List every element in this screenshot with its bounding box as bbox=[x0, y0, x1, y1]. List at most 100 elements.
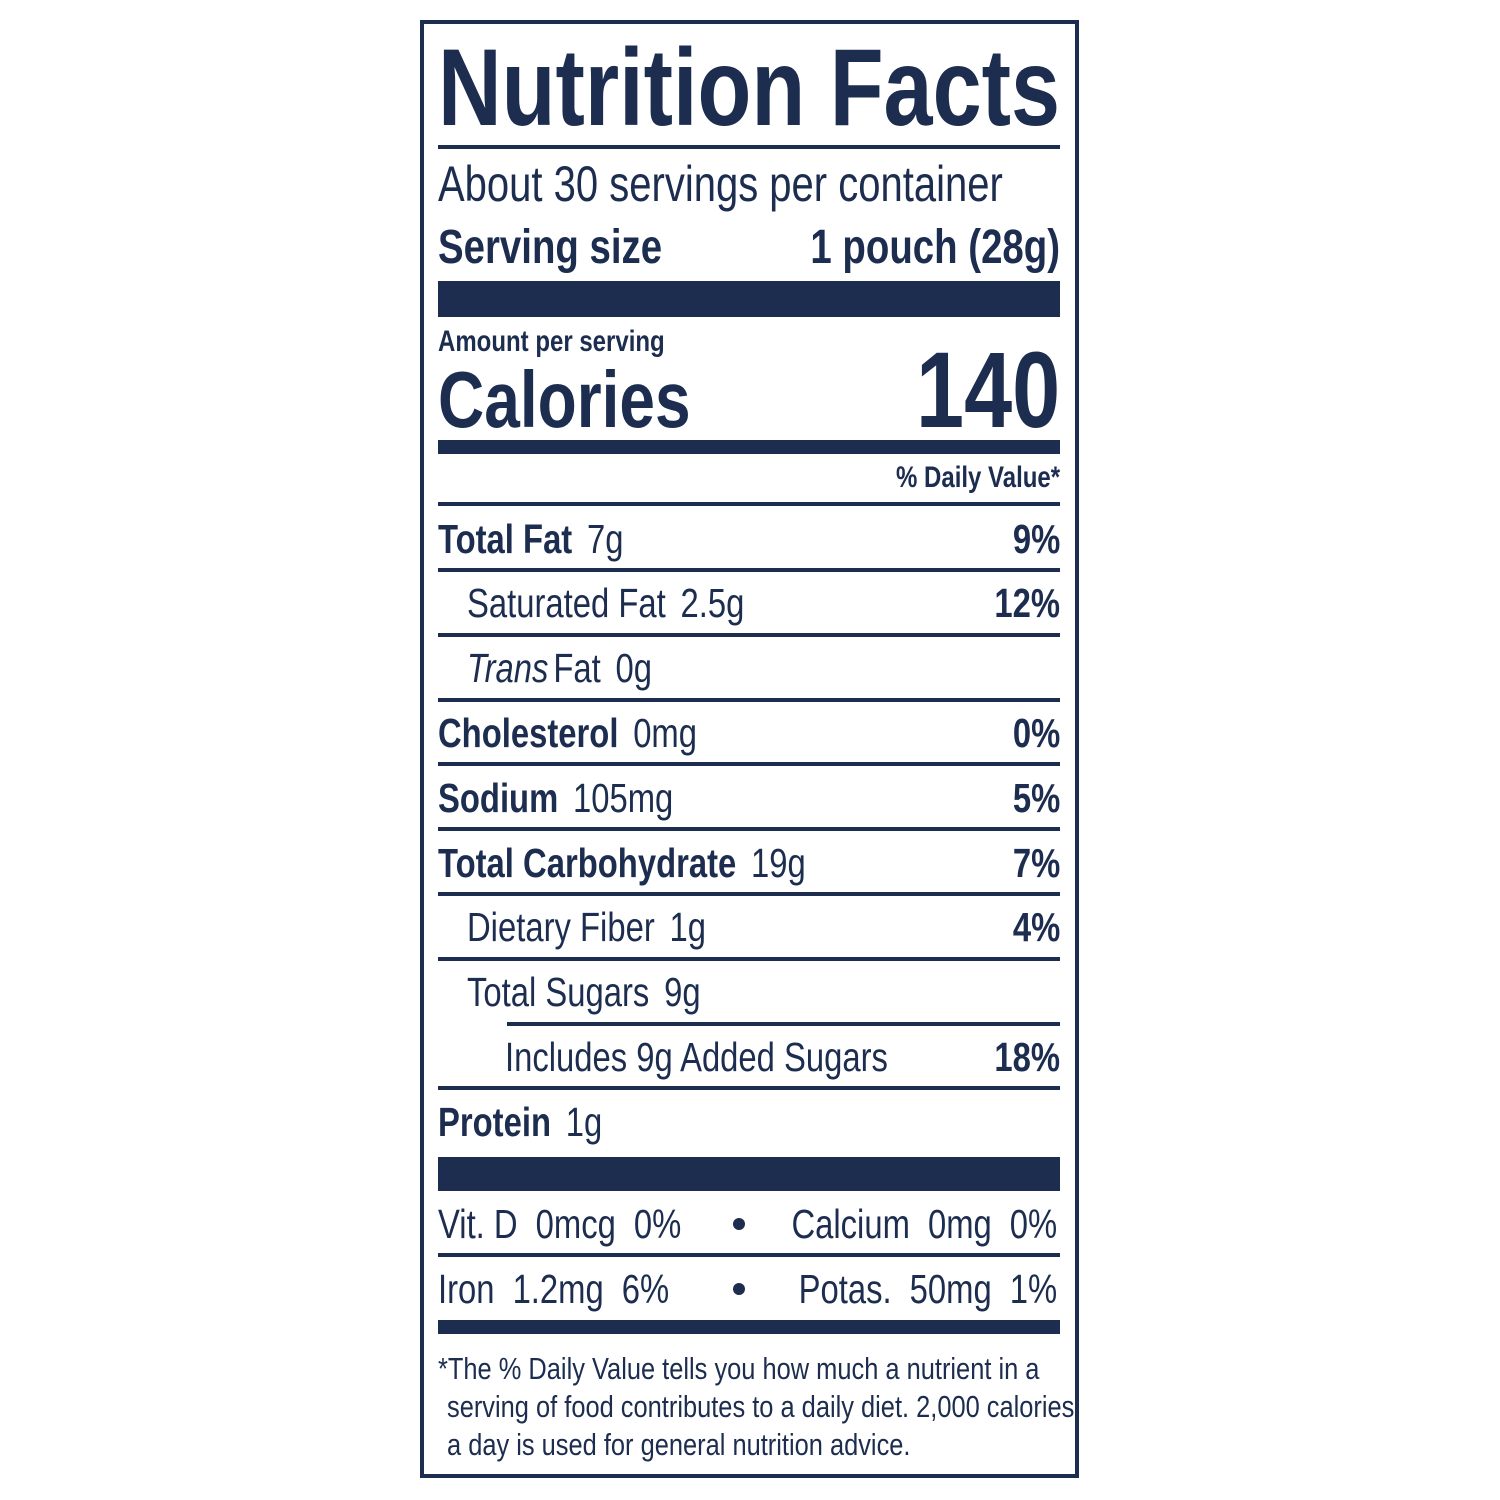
calories-label: Calories bbox=[438, 355, 691, 444]
nutrient-dv: 9% bbox=[1012, 515, 1060, 562]
nutrient-amount: 9g bbox=[664, 969, 701, 1016]
nutrient-dv: 0% bbox=[1012, 709, 1060, 756]
nutrient-amount: 2.5g bbox=[680, 580, 745, 627]
vitamin-name: Potas. bbox=[798, 1265, 892, 1312]
vitamin-name: Iron bbox=[438, 1265, 495, 1312]
vitamin-amount: 1.2mg bbox=[512, 1265, 604, 1312]
rule bbox=[438, 892, 1060, 896]
serving-size-value: 1 pouch (28g) bbox=[810, 224, 1060, 272]
nutrient-name: Saturated Fat bbox=[467, 580, 666, 627]
nutrient-dv: 5% bbox=[1012, 774, 1060, 821]
servings: About 30 servings per container bbox=[438, 159, 1003, 209]
rule bbox=[438, 956, 1060, 961]
nutrient-row: Sodium 105mg bbox=[438, 774, 674, 821]
rule bbox=[438, 1253, 1060, 1257]
rule bbox=[438, 632, 1060, 637]
nutrient-dv: 18% bbox=[994, 1033, 1060, 1080]
rule bbox=[438, 440, 1060, 454]
nutrient-dv: 9% bbox=[1012, 515, 1060, 562]
daily-value-header: % Daily Value* bbox=[895, 461, 1060, 494]
amount-per-serving: Amount per serving bbox=[438, 327, 665, 357]
rule bbox=[438, 1086, 1060, 1091]
rule bbox=[438, 697, 1060, 702]
nutrient-dv: 7% bbox=[1012, 839, 1060, 886]
rule bbox=[438, 281, 1060, 317]
nutrient-row: Total Fat 7g bbox=[438, 515, 624, 562]
calories-value: 140 bbox=[916, 336, 1060, 444]
vitamin-item: Iron 1.2mg 6% bbox=[438, 1265, 670, 1312]
vitamin-amount: 50mg bbox=[909, 1265, 992, 1312]
servings-text: About 30 servings per container bbox=[438, 156, 1003, 212]
serving-size-value: 1 pouch (28g) bbox=[810, 221, 1060, 274]
nutrient-dv: 18% bbox=[994, 1033, 1060, 1080]
nutrient-name: Total Fat bbox=[438, 515, 573, 562]
nutrient-dv: 5% bbox=[1012, 774, 1060, 821]
nutrient-dv: 12% bbox=[994, 580, 1060, 627]
nutrient-dv: 0% bbox=[1012, 709, 1060, 756]
nutrient-row: Total Sugars 9g bbox=[467, 972, 701, 1013]
vitamin-item: Calcium 0mg 0% bbox=[791, 1200, 1057, 1247]
vitamin-dv: 0% bbox=[1009, 1200, 1057, 1247]
vitamin-dv: 6% bbox=[621, 1265, 670, 1312]
nutrient-amount: 7g bbox=[586, 515, 624, 562]
nutrient-dv: 12% bbox=[994, 583, 1060, 624]
nutrient-row: Total Carbohydrate 19g bbox=[438, 839, 806, 886]
footnote-line: *The % Daily Value tells you how much a … bbox=[438, 1353, 1039, 1384]
rule bbox=[438, 145, 1060, 149]
vitamin-item: Potas. 50mg 1% bbox=[798, 1265, 1057, 1312]
rule bbox=[507, 1021, 1060, 1026]
title-text: Nutrition Facts bbox=[438, 27, 1060, 149]
vitamin-item: Vit. D 0mcg 0% bbox=[438, 1200, 682, 1247]
calories-label: Calories bbox=[438, 360, 691, 440]
serving-size-label: Serving size bbox=[438, 224, 662, 272]
nutrient-name: Cholesterol bbox=[438, 709, 619, 756]
vitamin-amount: 0mcg bbox=[535, 1200, 616, 1247]
serving-size-label: Serving size bbox=[438, 221, 663, 274]
nutrient-row: Cholesterol 0mg bbox=[438, 709, 697, 756]
bullet bbox=[733, 1218, 745, 1230]
nutrient-row: Dietary Fiber 1g bbox=[467, 907, 706, 948]
footnote-line: serving of food contributes to a daily d… bbox=[447, 1391, 1074, 1422]
nutrient-amount: 0mg bbox=[633, 709, 697, 756]
nutrient-amount: 105mg bbox=[573, 774, 674, 821]
calories-value: 140 bbox=[915, 329, 1060, 450]
footnote-text: a day is used for general nutrition advi… bbox=[447, 1426, 911, 1462]
footnote-line: a day is used for general nutrition advi… bbox=[447, 1429, 910, 1460]
nutrient-amount: 1g bbox=[565, 1098, 603, 1145]
vitamin-name: Calcium bbox=[791, 1200, 910, 1247]
nutrient-name: Dietary Fiber bbox=[467, 904, 655, 951]
nutrient-amount: 0g bbox=[615, 645, 652, 692]
nutrient-name: Total Sugars bbox=[467, 969, 650, 1016]
nutrient-name: Fat bbox=[553, 645, 601, 692]
nutrient-dv: 7% bbox=[1012, 839, 1060, 886]
nutrient-name: Total Carbohydrate bbox=[438, 839, 737, 886]
vitamin-name: Vit. D bbox=[438, 1200, 518, 1247]
rule bbox=[438, 1157, 1060, 1191]
rule bbox=[438, 827, 1060, 832]
vitamin-dv: 1% bbox=[1009, 1265, 1057, 1312]
nutrient-row: Saturated Fat 2.5g bbox=[467, 583, 744, 624]
nutrient-row: Trans Fat 0g bbox=[467, 648, 652, 689]
rule bbox=[438, 1320, 1060, 1334]
vitamin-amount: 0mg bbox=[927, 1200, 992, 1247]
rule bbox=[438, 568, 1060, 572]
rule bbox=[438, 502, 1060, 506]
title: Nutrition Facts bbox=[438, 33, 1060, 142]
nutrient-name: Includes 9g Added Sugars bbox=[505, 1033, 888, 1080]
nutrient-row: Includes 9g Added Sugars bbox=[505, 1033, 888, 1080]
nutrient-dv: 4% bbox=[1013, 907, 1060, 948]
footnote-text: *The % Daily Value tells you how much a … bbox=[438, 1350, 1040, 1386]
nutrient-prefix: Trans bbox=[467, 645, 549, 692]
rule bbox=[438, 762, 1060, 767]
nutrient-amount: 19g bbox=[751, 839, 806, 886]
nutrient-dv: 4% bbox=[1012, 904, 1060, 951]
amount-per-serving: Amount per serving bbox=[438, 325, 665, 358]
nutrient-name: Sodium bbox=[438, 774, 559, 821]
nutrient-row: Protein 1g bbox=[438, 1098, 603, 1145]
vitamin-dv: 0% bbox=[633, 1200, 682, 1247]
footnote-text: serving of food contributes to a daily d… bbox=[447, 1388, 1075, 1424]
nutrient-amount: 1g bbox=[669, 904, 706, 951]
label-border bbox=[420, 20, 1079, 1478]
nutrient-name: Protein bbox=[438, 1098, 551, 1145]
